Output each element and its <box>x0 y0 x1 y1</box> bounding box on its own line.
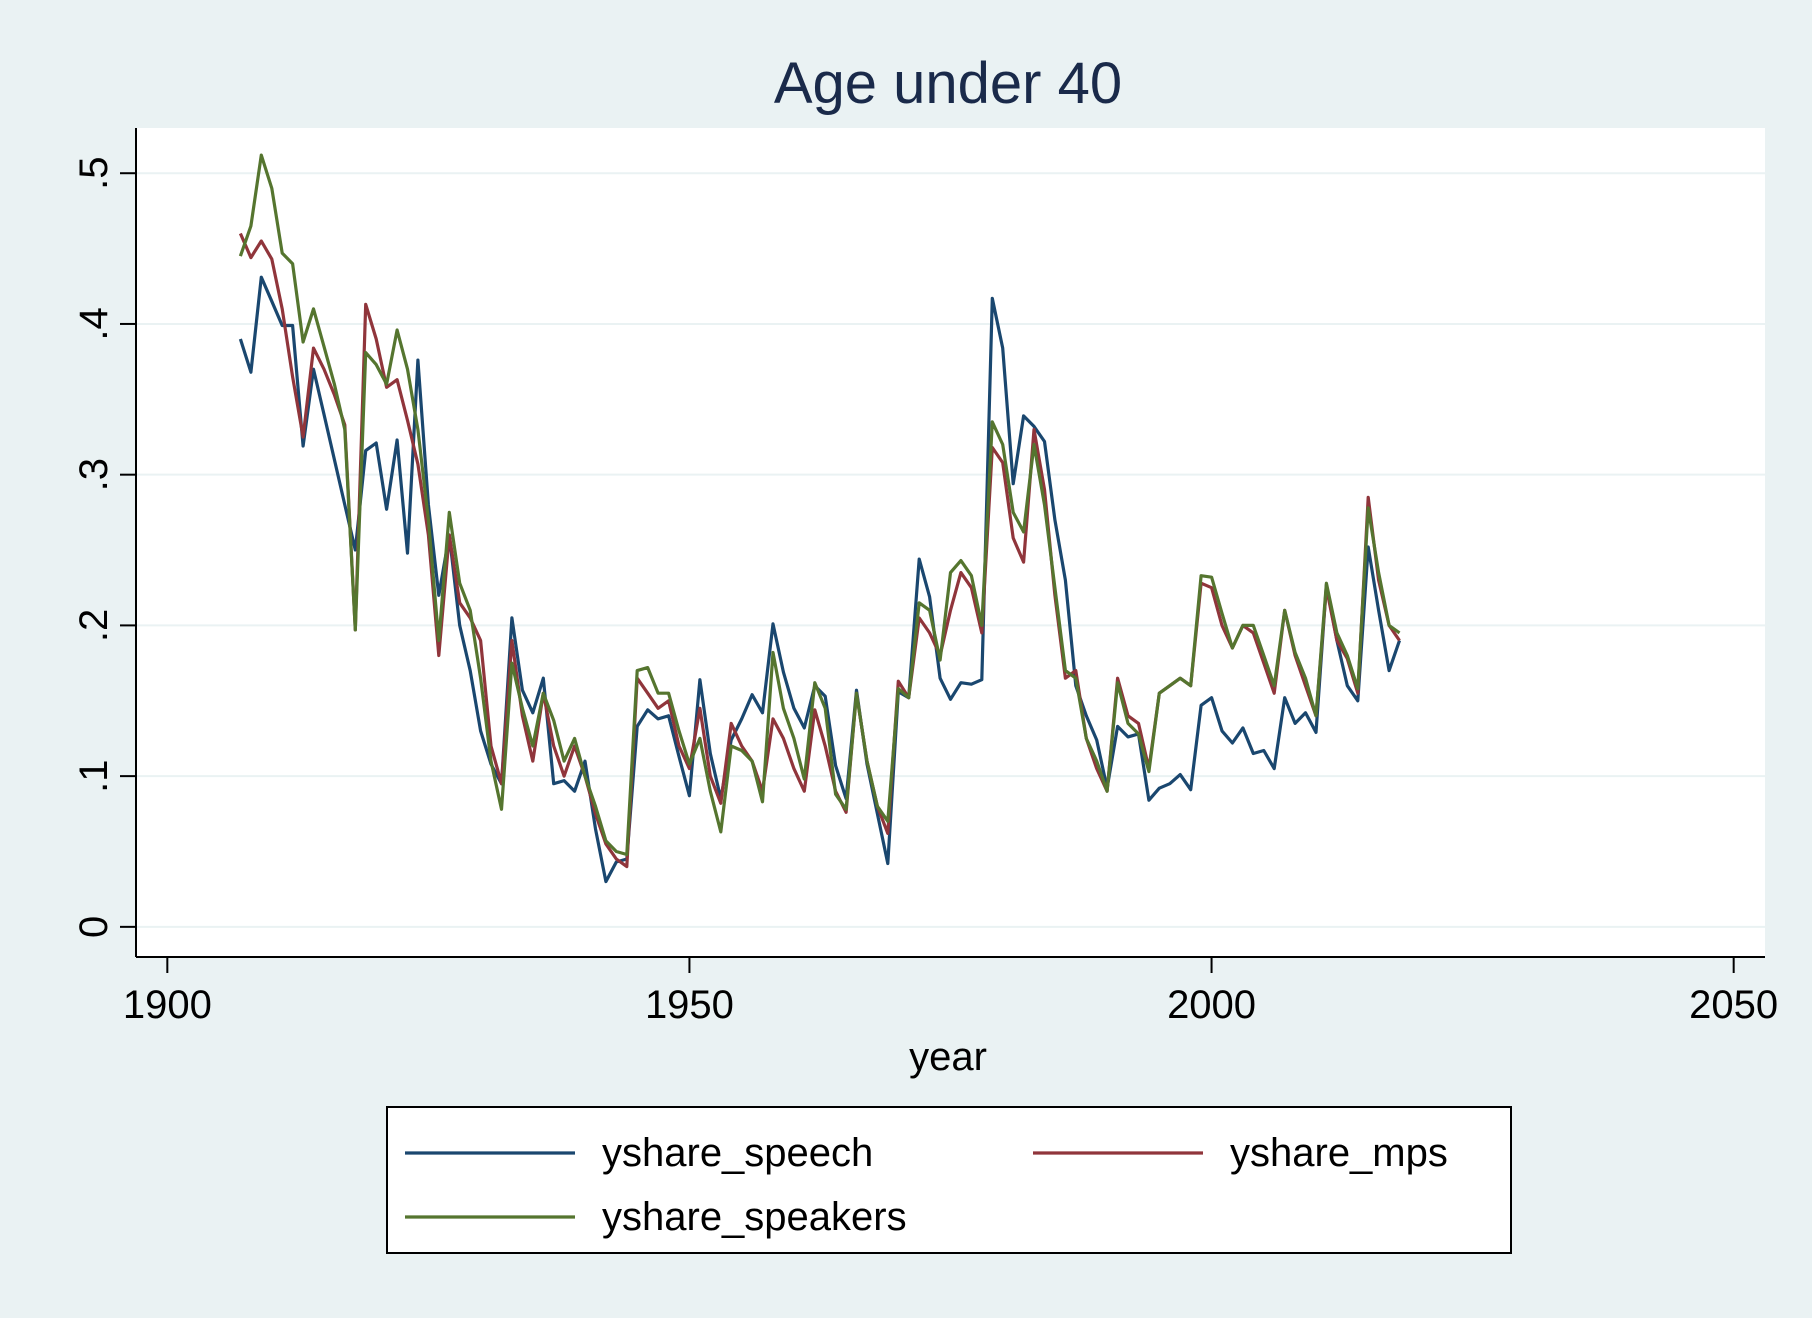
series-line-yshare-speakers <box>238 153 1401 857</box>
series-line-yshare-speech <box>238 275 1402 884</box>
y-tick-label: .3 <box>72 458 116 491</box>
y-tick-label: .5 <box>72 157 116 190</box>
gridlines <box>136 172 1765 928</box>
legend: yshare_speech yshare_mps yshare_speakers <box>386 1106 1512 1254</box>
chart-title: Age under 40 <box>774 51 1122 116</box>
x-tick-label: 2000 <box>1167 983 1256 1027</box>
x-tick-label: 2050 <box>1689 983 1778 1027</box>
y-tick-label: .4 <box>72 307 116 340</box>
x-tick-label: 1950 <box>645 983 734 1027</box>
legend-label: yshare_mps <box>1230 1131 1448 1175</box>
y-tick-label: .2 <box>72 609 116 642</box>
y-tick-label: 0 <box>72 916 116 938</box>
legend-label: yshare_speakers <box>602 1195 907 1239</box>
y-tick-label: .1 <box>72 759 116 792</box>
y-axis: 0 .1 .2 .3 .4 .5 <box>72 157 136 938</box>
x-axis-title: year <box>909 1035 987 1079</box>
x-axis: 1900 1950 2000 2050 <box>123 957 1778 1027</box>
series-lines <box>238 153 1402 884</box>
legend-label: yshare_speech <box>602 1131 873 1175</box>
x-tick-label: 1900 <box>123 983 212 1027</box>
plot-area <box>136 128 1765 957</box>
legend-box <box>386 1106 1512 1254</box>
